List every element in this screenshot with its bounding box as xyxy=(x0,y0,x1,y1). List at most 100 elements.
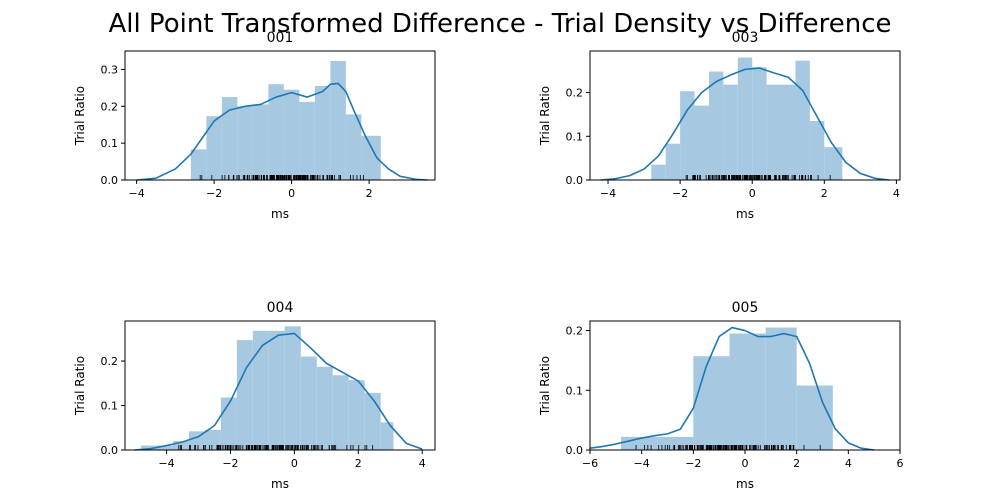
histogram-bar xyxy=(665,143,681,180)
y-tick-label: 0.2 xyxy=(566,87,584,100)
y-tick-label: 0.1 xyxy=(566,384,584,397)
subplot-title: 005 xyxy=(732,300,759,316)
histogram-bar xyxy=(188,431,205,450)
x-tick-label: −2 xyxy=(685,457,701,470)
histogram-bar xyxy=(204,429,221,450)
rug-plot xyxy=(635,445,821,450)
histogram-bar xyxy=(190,149,207,180)
x-axis: −4 −2 0 2 xyxy=(129,180,373,200)
y-tick-label: 0.0 xyxy=(101,444,119,457)
histogram-bar xyxy=(300,356,317,450)
axes-frame xyxy=(124,320,436,451)
x-tick-label: 4 xyxy=(419,457,426,470)
histogram-bar xyxy=(268,330,285,450)
histogram-bar xyxy=(348,380,365,450)
y-axis-label: Trial Ratio xyxy=(538,86,552,146)
x-tick-label: 0 xyxy=(291,457,298,470)
y-tick-label: 0.2 xyxy=(566,325,584,338)
histogram-bar xyxy=(795,60,810,180)
histogram-bar xyxy=(380,422,394,450)
x-tick-label: 2 xyxy=(355,457,362,470)
y-axis-label: Trial Ratio xyxy=(538,356,552,416)
subplot-003: −4 −2 0 2 4 0.0 0.1 0.2 ms Trial Ratio 003 xyxy=(538,30,901,221)
histogram-bar xyxy=(252,104,269,180)
histogram-bar xyxy=(729,333,766,450)
histogram-bar xyxy=(737,57,753,180)
histogram-bar xyxy=(752,67,767,180)
subplot-title: 001 xyxy=(267,30,294,46)
y-tick-label: 0.3 xyxy=(101,63,119,76)
subplot-005: −6 −4 −2 0 2 4 6 0.0 0.1 0.2 ms Trial Ratio 005 xyxy=(538,300,904,491)
histogram-bar xyxy=(268,84,284,180)
histogram-bar xyxy=(220,397,237,450)
x-tick-label: 2 xyxy=(366,187,373,200)
histogram-bar xyxy=(332,375,349,450)
x-tick-label: −2 xyxy=(222,457,238,470)
x-axis-label: ms xyxy=(271,477,289,491)
x-axis: −4 −2 0 2 4 xyxy=(158,450,426,470)
histogram-bars xyxy=(140,326,394,450)
x-tick-label: 2 xyxy=(793,457,800,470)
kde-line xyxy=(589,326,875,451)
y-axis: 0.0 0.1 0.2 xyxy=(566,87,590,187)
y-axis: 0.0 0.1 0.2 xyxy=(566,325,590,457)
x-axis-label: ms xyxy=(736,207,754,221)
rug-plot xyxy=(199,175,364,180)
x-tick-label: 2 xyxy=(821,187,828,200)
x-axis-label: ms xyxy=(736,477,754,491)
rug-plot xyxy=(178,445,374,450)
x-axis-label: ms xyxy=(271,207,289,221)
histogram-bar xyxy=(237,106,253,180)
y-tick-label: 0.1 xyxy=(566,130,584,143)
histogram-bar xyxy=(314,86,331,180)
histogram-bar xyxy=(361,135,381,180)
y-tick-label: 0.1 xyxy=(101,137,119,150)
y-axis: 0.0 0.1 0.2 xyxy=(101,355,125,457)
x-tick-label: −4 xyxy=(600,187,616,200)
axes-frame xyxy=(124,50,436,181)
x-tick-label: −4 xyxy=(634,457,650,470)
y-axis: 0.0 0.1 0.2 0.3 xyxy=(101,63,125,187)
histogram-bar xyxy=(809,120,825,180)
histogram-bar xyxy=(252,330,269,450)
histogram-bar xyxy=(206,116,222,180)
histogram-bar xyxy=(708,71,724,180)
histogram-bar xyxy=(236,340,253,450)
x-tick-label: 0 xyxy=(288,187,295,200)
subplot-title: 003 xyxy=(732,30,759,46)
y-tick-label: 0.1 xyxy=(101,400,119,413)
histogram-bar xyxy=(796,385,833,450)
kde-line xyxy=(136,82,428,181)
histogram-bar xyxy=(824,147,843,180)
x-tick-label: −4 xyxy=(158,457,174,470)
y-tick-label: 0.0 xyxy=(101,174,119,187)
histogram-bar xyxy=(680,91,695,180)
x-tick-label: 6 xyxy=(897,457,904,470)
x-tick-label: 4 xyxy=(845,457,852,470)
y-tick-label: 0.2 xyxy=(101,355,119,368)
subplot-title: 004 xyxy=(267,300,294,316)
histogram-bar xyxy=(284,326,301,450)
histogram-bar xyxy=(766,84,782,180)
x-tick-label: 0 xyxy=(742,457,749,470)
histogram-bar xyxy=(693,356,730,450)
rug-plot xyxy=(685,175,831,180)
histogram-bar xyxy=(651,164,666,180)
histogram-bar xyxy=(316,366,333,450)
histogram-bars xyxy=(651,57,843,180)
histogram-bar xyxy=(221,97,238,180)
x-axis: −6 −4 −2 0 2 4 6 xyxy=(582,450,904,470)
histogram-bar xyxy=(156,445,173,450)
kde-line xyxy=(134,332,423,451)
subplot-001: −4 −2 0 2 0.0 0.1 0.2 0.3 ms Trial Ratio 001 xyxy=(73,30,436,221)
x-tick-label: 4 xyxy=(893,187,900,200)
x-tick-label: −2 xyxy=(206,187,222,200)
histogram-bar xyxy=(657,436,694,450)
figure-title: All Point Transformed Difference - Trial… xyxy=(108,9,891,39)
y-tick-label: 0.0 xyxy=(566,174,584,187)
y-tick-label: 0.0 xyxy=(566,444,584,457)
subplot-004: −4 −2 0 2 4 0.0 0.1 0.2 ms Trial Ratio 004 xyxy=(73,300,436,491)
histogram-bar xyxy=(723,84,738,180)
histogram-bar xyxy=(694,105,709,180)
